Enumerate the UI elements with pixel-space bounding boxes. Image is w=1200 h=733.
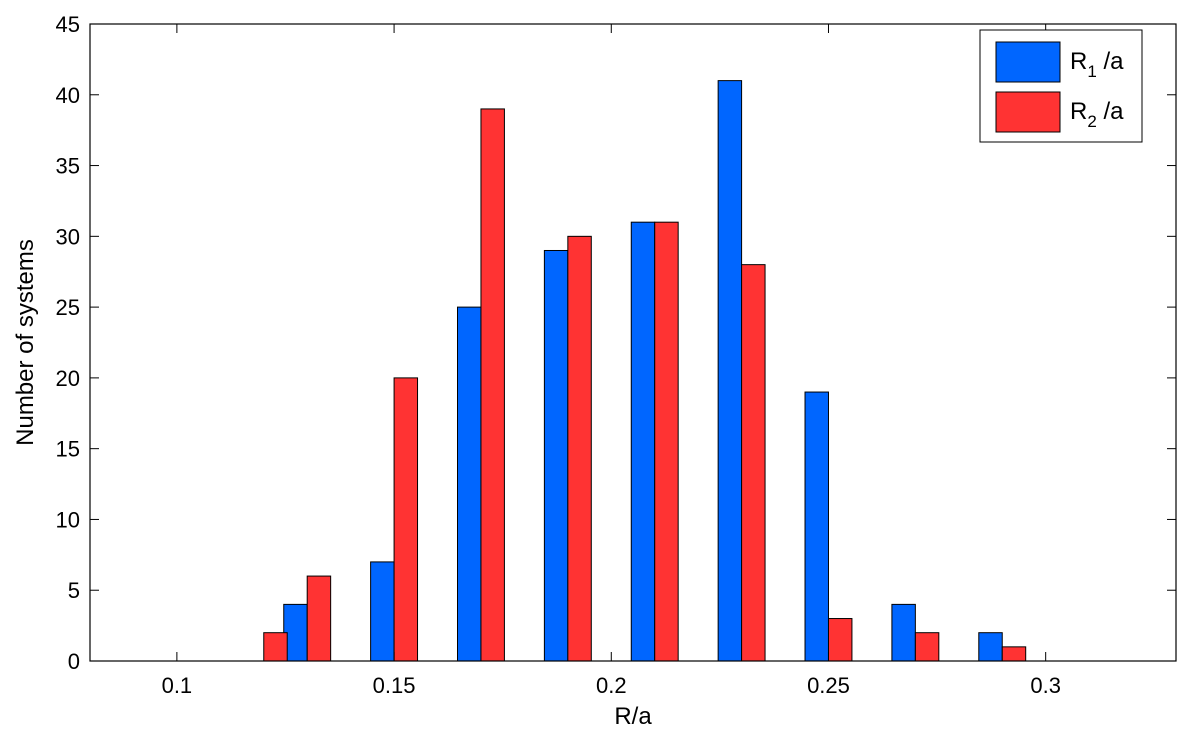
bar-series2-9: [1001, 646, 1027, 662]
bar-series2-3: [480, 108, 505, 662]
x-tick-label: 0.15: [373, 673, 416, 698]
bar-series1-8: [891, 603, 916, 662]
legend-swatch-2: [995, 91, 1061, 133]
x-tick-label: 0.3: [1030, 673, 1061, 698]
y-tick-label: 35: [56, 154, 80, 179]
bar-series2-4: [567, 235, 592, 662]
bar-series1-3: [457, 306, 482, 662]
y-tick-label: 0: [68, 649, 80, 674]
bar-series2-0: [263, 632, 288, 662]
bar-series2-7: [827, 618, 853, 662]
bar-series1-6: [717, 80, 743, 662]
legend-label-2: R2 /a: [1070, 98, 1124, 131]
y-tick-label: 5: [68, 578, 80, 603]
ticks-layer: 0.1 0.15 0.2 0.25 0.3 0 5 10 15 20 25 30 35 40 45: [56, 12, 1176, 698]
y-tick-label: 40: [56, 83, 80, 108]
bar-series2-6: [741, 264, 766, 662]
legend: R1 /a R2 /a: [979, 29, 1143, 143]
y-tick-label: 20: [56, 366, 80, 391]
x-axis-label: R/a: [614, 703, 652, 730]
bar-series2-2: [393, 377, 419, 662]
bar-series1-2: [370, 561, 395, 662]
y-tick-label: 15: [56, 437, 80, 462]
y-tick-label: 10: [56, 507, 80, 532]
x-tick-label: 0.25: [807, 673, 850, 698]
bar-series1-4: [543, 249, 569, 662]
bar-series1-5: [630, 221, 656, 662]
legend-swatch-1: [995, 41, 1061, 83]
y-tick-label: 45: [56, 12, 80, 37]
bars-layer: [263, 80, 1027, 662]
y-axis-label: Number of systems: [12, 239, 39, 446]
bar-series2-5: [654, 221, 679, 662]
bar-series2-1: [306, 575, 332, 662]
legend-label-1: R1 /a: [1070, 48, 1124, 81]
x-tick-label: 0.2: [596, 673, 627, 698]
y-tick-label: 25: [56, 295, 80, 320]
x-tick-label: 0.1: [162, 673, 193, 698]
bar-series1-7: [804, 391, 829, 662]
y-tick-label: 30: [56, 224, 80, 249]
axes-box: [89, 23, 1177, 662]
bar-series2-8: [914, 632, 940, 662]
bar-series1-9: [978, 632, 1003, 662]
